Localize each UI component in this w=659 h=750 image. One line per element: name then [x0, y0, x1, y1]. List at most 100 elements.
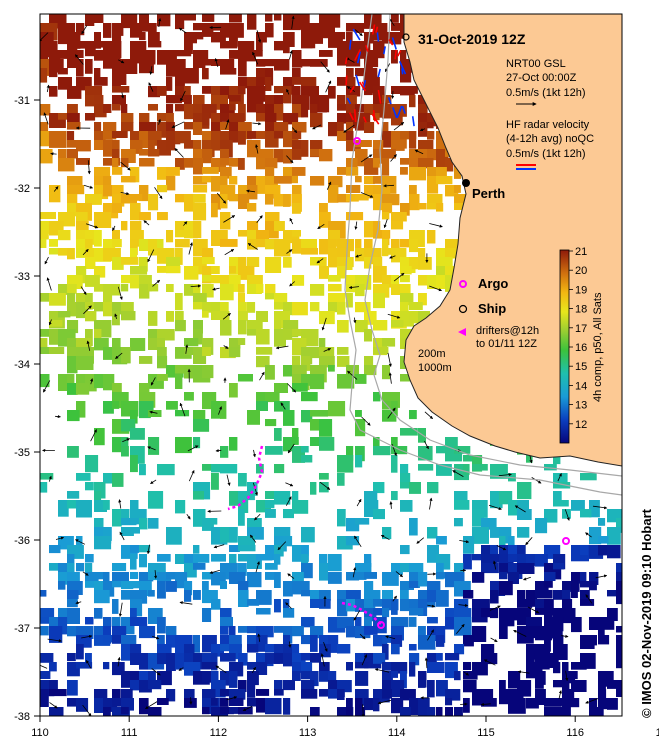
- sst-pixel: [85, 248, 101, 258]
- isobath-1000m: [344, 14, 622, 496]
- sst-pixel: [283, 608, 295, 618]
- sst-pixel: [373, 653, 386, 664]
- sst-pixel: [544, 572, 556, 581]
- sst-pixel: [544, 617, 554, 627]
- sst-pixel: [481, 518, 496, 530]
- sst-pixel: [436, 176, 453, 185]
- sst-pixel: [112, 95, 126, 106]
- current-vector: [383, 184, 395, 188]
- hf-legend-line-2: (4-12h avg) noQC: [506, 133, 594, 145]
- sst-pixel: [103, 707, 111, 716]
- sst-pixel: [112, 239, 122, 248]
- sst-pixel: [301, 86, 319, 97]
- current-vector: [489, 605, 501, 611]
- sst-pixel: [301, 671, 316, 680]
- sst-pixel: [229, 527, 238, 543]
- sst-pixel: [400, 464, 409, 475]
- current-vector: [395, 571, 404, 578]
- sst-pixel: [301, 248, 318, 255]
- sst-pixel: [58, 284, 70, 295]
- sst-pixel: [436, 203, 444, 212]
- ship-marker: [402, 33, 410, 41]
- sst-pixel: [238, 545, 256, 552]
- sst-pixel: [337, 509, 346, 527]
- sst-pixel: [76, 59, 84, 77]
- sst-pixel: [337, 320, 349, 333]
- sst-pixel: [76, 158, 90, 165]
- current-vector: [117, 656, 121, 667]
- sst-pixel: [220, 653, 236, 662]
- sst-pixel: [328, 671, 337, 685]
- sst-pixel: [364, 698, 375, 711]
- sst-pixel: [364, 221, 376, 238]
- sst-pixel: [139, 626, 156, 639]
- sst-pixel: [220, 644, 230, 651]
- sst-pixel: [40, 590, 47, 597]
- sst-pixel: [283, 257, 292, 268]
- current-vector: [312, 124, 322, 130]
- current-vector: [288, 641, 292, 648]
- sst-pixel: [103, 23, 112, 38]
- sst-pixel: [256, 113, 271, 122]
- sst-pixel: [418, 635, 436, 650]
- current-vector: [85, 223, 99, 229]
- sst-pixel: [85, 41, 96, 57]
- sst-pixel: [139, 554, 147, 568]
- sst-pixel: [301, 680, 315, 692]
- sst-pixel: [391, 437, 398, 454]
- sst-pixel: [220, 608, 232, 618]
- sst-pixel: [274, 626, 287, 633]
- sst-pixel: [148, 239, 158, 256]
- current-vector: [249, 534, 257, 543]
- sst-pixel: [607, 527, 621, 545]
- sst-pixel: [337, 455, 354, 473]
- current-vector: [387, 407, 396, 419]
- sst-pixel: [382, 599, 399, 611]
- sst-pixel: [166, 50, 177, 60]
- sst-pixel: [139, 572, 154, 582]
- sst-pixel: [310, 410, 328, 417]
- x-tick-label: 111: [121, 727, 138, 739]
- sst-pixel: [130, 680, 140, 691]
- sst-pixel: [256, 86, 266, 98]
- sst-pixel: [166, 257, 181, 266]
- current-vector: [459, 540, 470, 544]
- sst-pixel: [193, 419, 210, 432]
- colorbar-tick-label: 19: [575, 284, 587, 296]
- sst-pixel: [319, 95, 330, 113]
- current-vector: [251, 666, 256, 674]
- current-vector: [424, 411, 433, 420]
- sst-pixel: [139, 545, 151, 553]
- current-vector: [209, 569, 221, 574]
- sst-pixel: [265, 491, 280, 499]
- sst-pixel: [274, 572, 281, 588]
- sst-pixel: [58, 149, 67, 162]
- sst-pixel: [400, 131, 417, 140]
- sst-pixel: [112, 302, 122, 315]
- sst-pixel: [85, 95, 99, 107]
- sst-pixel: [535, 671, 546, 685]
- hf-radar-vector: [392, 107, 398, 119]
- current-vector: [354, 221, 358, 230]
- current-vector: [492, 560, 497, 570]
- sst-pixel: [67, 185, 85, 195]
- ship-legend-icon: [458, 304, 468, 314]
- sst-pixel: [211, 59, 228, 66]
- sst-pixel: [184, 653, 195, 666]
- current-vector: [75, 601, 82, 605]
- sst-pixel: [274, 464, 285, 474]
- sst-pixel: [562, 662, 569, 678]
- sst-pixel: [319, 419, 333, 437]
- sst-pixel: [85, 455, 99, 473]
- sst-pixel: [409, 572, 420, 588]
- sst-pixel: [382, 671, 393, 687]
- current-vector: [380, 534, 390, 541]
- sst-pixel: [94, 32, 101, 49]
- sst-pixel: [337, 689, 345, 700]
- sst-pixel: [346, 662, 353, 671]
- sst-pixel: [157, 635, 165, 652]
- sst-pixel: [364, 329, 373, 342]
- sst-pixel: [427, 167, 445, 179]
- sst-pixel: [121, 113, 134, 123]
- sst-pixel: [274, 14, 282, 21]
